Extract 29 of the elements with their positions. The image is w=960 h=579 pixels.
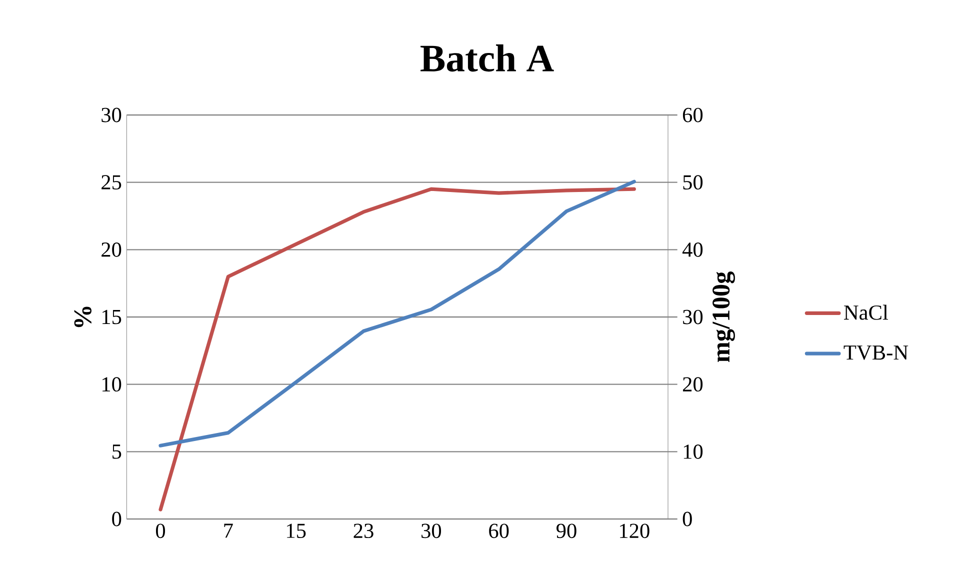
legend-label: TVB-N <box>844 346 908 360</box>
y2-tick-label: 20 <box>682 377 703 392</box>
x-tick-label: 30 <box>422 524 442 538</box>
y-tick-label: 20 <box>102 242 122 257</box>
y-tick-label: 0 <box>112 512 122 526</box>
x-tick-label: 15 <box>287 524 306 538</box>
x-tick-label: 23 <box>354 524 374 538</box>
y-axis-title: % <box>74 306 92 328</box>
y2-tick-label: 50 <box>683 175 703 190</box>
legend-label: NaCl <box>844 304 888 320</box>
y-tick-label: 5 <box>112 444 122 459</box>
y-tick-label: 30 <box>102 108 122 122</box>
y-tick-label: 15 <box>102 310 122 324</box>
chart-title: Batch A <box>420 44 554 72</box>
x-tick-label: 0 <box>156 524 166 538</box>
y-tick-label: 10 <box>102 377 122 392</box>
y2-tick-label: 10 <box>684 444 703 459</box>
y2-tick-label: 30 <box>683 310 703 324</box>
y2-tick-label: 60 <box>682 108 703 122</box>
x-tick-label: 90 <box>556 524 576 538</box>
line-series <box>158 180 636 448</box>
x-tick-label: 120 <box>620 524 650 538</box>
line-series <box>158 187 636 512</box>
y2-tick-label: 0 <box>682 512 692 526</box>
y2-tick-label: 40 <box>682 242 703 257</box>
y-tick-label: 25 <box>102 175 122 190</box>
x-tick-label: 7 <box>224 524 233 538</box>
y2-axis-title: mg/100g <box>712 272 735 362</box>
x-tick-label: 60 <box>489 524 509 538</box>
